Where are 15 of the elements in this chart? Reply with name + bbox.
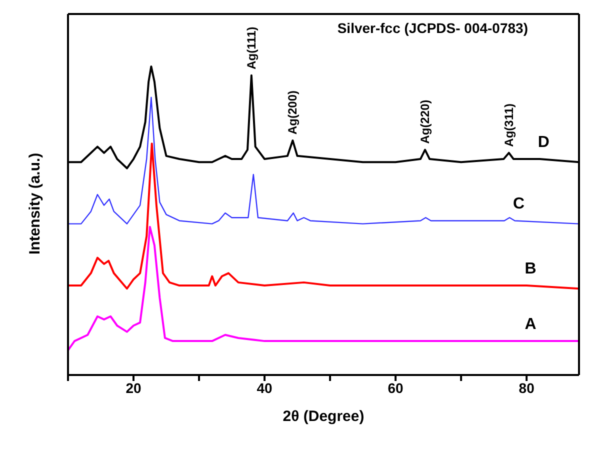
x-tick-label: 60 bbox=[388, 380, 404, 396]
series-label: A bbox=[524, 316, 537, 334]
annotation: Ag(311) bbox=[502, 103, 516, 147]
x-tick-label: 40 bbox=[256, 380, 273, 396]
annotation: Ag(111) bbox=[244, 26, 258, 70]
series-label: B bbox=[524, 260, 536, 278]
x-tick-label: 80 bbox=[518, 380, 535, 396]
annotation: Ag(220) bbox=[418, 100, 432, 144]
series-label: D bbox=[538, 134, 550, 152]
annotation: Ag(200) bbox=[286, 90, 300, 135]
y-axis-title: Intensity (a.u.) bbox=[26, 152, 44, 254]
x-tick-label: 20 bbox=[126, 380, 142, 396]
x-axis-title: 2θ (Degree) bbox=[282, 408, 364, 425]
text: Silver-fcc (JCPDS- 004-0783) bbox=[337, 20, 528, 36]
series-label: C bbox=[513, 196, 526, 213]
